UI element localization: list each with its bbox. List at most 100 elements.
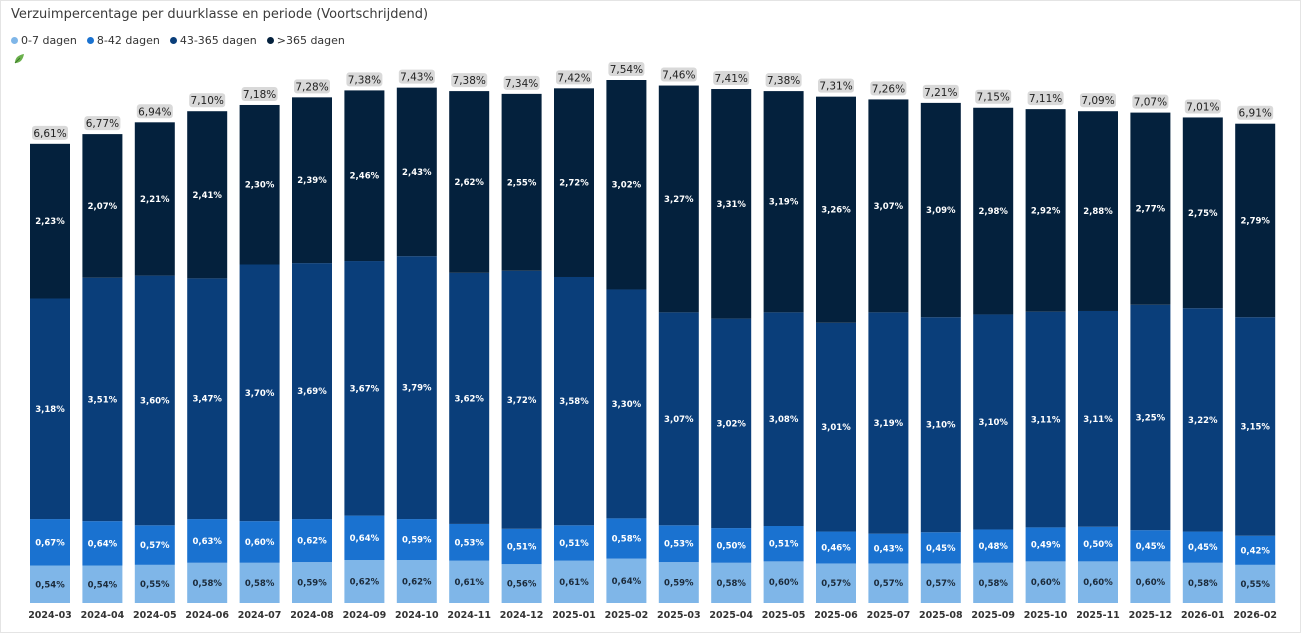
bar-segment[interactable]	[1025, 527, 1066, 562]
bar-segment[interactable]	[1182, 308, 1223, 532]
bar-segment[interactable]	[606, 558, 647, 603]
bar-segment[interactable]	[658, 85, 699, 313]
bar-segment[interactable]	[711, 562, 752, 603]
bar-segment[interactable]	[239, 264, 280, 522]
bar-segment[interactable]	[396, 87, 437, 257]
legend-item-8-42-dagen[interactable]: 8-42 dagen	[86, 34, 160, 47]
bar-segment[interactable]	[1182, 562, 1223, 603]
bar-group-2025-10[interactable]: 0,60% 0,49% 3,11% 2,92% 7,11%	[1025, 91, 1066, 603]
bar-segment[interactable]	[816, 531, 856, 564]
bar-segment[interactable]	[554, 525, 594, 561]
bar-segment[interactable]	[1130, 530, 1171, 562]
bar-segment[interactable]	[1025, 561, 1066, 603]
legend-item-365-plus-dagen[interactable]: >365 dagen	[266, 34, 345, 47]
bar-segment[interactable]	[30, 519, 70, 566]
bar-segment[interactable]	[187, 111, 228, 279]
bar-group-2025-11[interactable]: 0,60% 0,50% 3,11% 2,88% 7,09%	[1078, 93, 1118, 603]
bar-segment[interactable]	[501, 564, 542, 603]
bar-segment[interactable]	[344, 559, 385, 603]
bar-group-2025-09[interactable]: 0,58% 0,48% 3,10% 2,98% 7,15%	[973, 89, 1014, 603]
bar-group-2024-12[interactable]: 0,56% 0,51% 3,72% 2,55% 7,34%	[501, 75, 542, 603]
bar-segment[interactable]	[868, 99, 909, 313]
bar-segment[interactable]	[658, 312, 699, 526]
bar-segment[interactable]	[396, 519, 437, 560]
bar-segment[interactable]	[816, 96, 856, 323]
bar-segment[interactable]	[816, 563, 856, 603]
bar-segment[interactable]	[30, 143, 70, 299]
bar-group-2025-02[interactable]: 0,64% 0,58% 3,30% 3,02% 7,54%	[606, 62, 647, 603]
bar-segment[interactable]	[501, 270, 542, 529]
bar-segment[interactable]	[239, 562, 280, 603]
bar-segment[interactable]	[239, 104, 280, 265]
bar-segment[interactable]	[554, 88, 594, 277]
bar-segment[interactable]	[1130, 561, 1171, 603]
bar-segment[interactable]	[1025, 109, 1066, 312]
bar-segment[interactable]	[344, 515, 385, 560]
bar-segment[interactable]	[606, 80, 647, 290]
bar-segment[interactable]	[30, 298, 70, 520]
bar-segment[interactable]	[554, 276, 594, 526]
bar-segment[interactable]	[187, 278, 228, 520]
bar-segment[interactable]	[396, 256, 437, 520]
bar-segment[interactable]	[606, 289, 647, 519]
bar-segment[interactable]	[239, 521, 280, 563]
bar-group-2024-10[interactable]: 0,62% 0,59% 3,79% 2,43% 7,43%	[396, 69, 437, 603]
bar-segment[interactable]	[658, 562, 699, 603]
bar-group-2025-03[interactable]: 0,59% 0,53% 3,07% 3,27% 7,46%	[658, 67, 699, 603]
bar-group-2024-07[interactable]: 0,58% 0,60% 3,70% 2,30% 7,18%	[239, 86, 280, 603]
bar-segment[interactable]	[292, 97, 332, 264]
bar-segment[interactable]	[816, 322, 856, 532]
bar-segment[interactable]	[292, 263, 332, 520]
bar-group-2025-12[interactable]: 0,60% 0,45% 3,25% 2,77% 7,07%	[1130, 94, 1171, 603]
bar-group-2024-03[interactable]: 0,54% 0,67% 3,18% 2,23% 6,61%	[30, 125, 70, 603]
bar-segment[interactable]	[1078, 561, 1118, 603]
bar-segment[interactable]	[1235, 564, 1276, 603]
bar-group-2025-06[interactable]: 0,57% 0,46% 3,01% 3,26% 7,31%	[816, 78, 856, 603]
bar-segment[interactable]	[711, 89, 752, 319]
bar-segment[interactable]	[134, 275, 175, 526]
bar-segment[interactable]	[134, 525, 175, 565]
bar-segment[interactable]	[763, 91, 804, 313]
bar-segment[interactable]	[763, 312, 804, 527]
bar-group-2026-02[interactable]: 0,55% 0,42% 3,15% 2,79% 6,91%	[1235, 105, 1276, 603]
bar-segment[interactable]	[449, 272, 490, 524]
legend-item-43-365-dagen[interactable]: 43-365 dagen	[169, 34, 257, 47]
bar-segment[interactable]	[606, 518, 647, 559]
bar-segment[interactable]	[292, 519, 332, 563]
bar-segment[interactable]	[1182, 531, 1223, 563]
bar-group-2024-09[interactable]: 0,62% 0,64% 3,67% 2,46% 7,38%	[344, 72, 385, 603]
bar-group-2025-05[interactable]: 0,60% 0,51% 3,08% 3,19% 7,38%	[763, 73, 804, 603]
bar-segment[interactable]	[30, 565, 70, 603]
bar-segment[interactable]	[292, 562, 332, 603]
bar-segment[interactable]	[868, 533, 909, 564]
bar-segment[interactable]	[554, 560, 594, 603]
bar-segment[interactable]	[973, 562, 1014, 603]
bar-group-2024-05[interactable]: 0,55% 0,57% 3,60% 2,21% 6,94%	[134, 104, 175, 603]
bar-segment[interactable]	[1025, 311, 1066, 528]
bar-segment[interactable]	[973, 107, 1014, 315]
bar-segment[interactable]	[82, 565, 123, 603]
bar-segment[interactable]	[868, 563, 909, 603]
bar-segment[interactable]	[1078, 111, 1118, 311]
bar-segment[interactable]	[1130, 112, 1171, 305]
bar-group-2025-08[interactable]: 0,57% 0,45% 3,10% 3,09% 7,21%	[920, 84, 961, 603]
bar-segment[interactable]	[187, 519, 228, 563]
bar-segment[interactable]	[1235, 535, 1276, 565]
bar-segment[interactable]	[82, 277, 123, 522]
bar-segment[interactable]	[449, 523, 490, 561]
bar-segment[interactable]	[134, 564, 175, 603]
bar-segment[interactable]	[973, 529, 1014, 563]
bar-segment[interactable]	[763, 526, 804, 562]
bar-segment[interactable]	[449, 91, 490, 273]
bar-segment[interactable]	[920, 563, 961, 603]
bar-group-2025-01[interactable]: 0,61% 0,51% 3,58% 2,72% 7,42%	[554, 70, 594, 603]
bar-group-2025-07[interactable]: 0,57% 0,43% 3,19% 3,07% 7,26%	[868, 81, 909, 603]
legend-item-0-7-dagen[interactable]: 0-7 dagen	[11, 34, 77, 47]
bar-segment[interactable]	[763, 561, 804, 603]
bar-group-2024-06[interactable]: 0,58% 0,63% 3,47% 2,41% 7,10%	[187, 93, 228, 603]
bar-segment[interactable]	[658, 525, 699, 563]
bar-segment[interactable]	[711, 318, 752, 529]
bar-group-2025-04[interactable]: 0,58% 0,50% 3,02% 3,31% 7,41%	[711, 71, 752, 603]
bar-segment[interactable]	[1078, 310, 1118, 527]
bar-segment[interactable]	[501, 528, 542, 565]
